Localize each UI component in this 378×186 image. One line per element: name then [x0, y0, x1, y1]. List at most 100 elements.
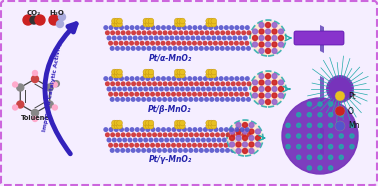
Circle shape — [146, 69, 151, 75]
Circle shape — [143, 120, 149, 126]
Circle shape — [236, 129, 241, 134]
Circle shape — [272, 93, 277, 98]
Circle shape — [191, 137, 195, 142]
Circle shape — [113, 143, 118, 148]
Circle shape — [184, 132, 189, 137]
Circle shape — [131, 30, 136, 35]
Circle shape — [163, 30, 167, 35]
Circle shape — [194, 132, 199, 137]
Circle shape — [147, 132, 152, 137]
Circle shape — [180, 86, 185, 92]
Circle shape — [182, 76, 187, 81]
Circle shape — [208, 120, 214, 126]
Circle shape — [230, 148, 235, 153]
Circle shape — [234, 92, 239, 97]
Circle shape — [328, 123, 333, 127]
Circle shape — [236, 81, 241, 86]
Circle shape — [59, 14, 65, 20]
Circle shape — [133, 86, 138, 92]
Circle shape — [194, 81, 199, 86]
Circle shape — [236, 136, 241, 140]
Circle shape — [138, 36, 143, 41]
Circle shape — [229, 129, 234, 134]
Circle shape — [199, 30, 204, 35]
Circle shape — [195, 36, 201, 41]
Circle shape — [213, 143, 218, 148]
Circle shape — [181, 92, 186, 97]
Circle shape — [318, 145, 322, 149]
Circle shape — [253, 93, 257, 98]
Circle shape — [143, 123, 149, 129]
Circle shape — [189, 81, 194, 86]
Circle shape — [227, 137, 232, 142]
Circle shape — [208, 41, 213, 46]
Circle shape — [259, 29, 264, 34]
Circle shape — [307, 155, 311, 159]
Circle shape — [259, 74, 264, 78]
Circle shape — [122, 36, 127, 41]
Circle shape — [115, 46, 120, 51]
Circle shape — [182, 25, 187, 30]
Circle shape — [318, 123, 322, 127]
Circle shape — [114, 120, 120, 126]
Circle shape — [175, 86, 180, 92]
Circle shape — [231, 132, 236, 137]
Circle shape — [168, 30, 173, 35]
Circle shape — [215, 46, 220, 51]
Circle shape — [218, 92, 223, 97]
Circle shape — [126, 81, 131, 86]
Text: H₂O: H₂O — [50, 10, 64, 16]
Circle shape — [112, 36, 117, 41]
Circle shape — [148, 120, 154, 126]
Circle shape — [239, 92, 244, 97]
Circle shape — [107, 86, 112, 92]
Circle shape — [119, 127, 124, 132]
Circle shape — [125, 46, 130, 51]
Circle shape — [253, 42, 257, 47]
Circle shape — [110, 148, 115, 153]
Circle shape — [234, 41, 239, 46]
Circle shape — [141, 97, 146, 102]
Circle shape — [169, 36, 174, 41]
Circle shape — [236, 148, 241, 153]
Circle shape — [222, 36, 227, 41]
Circle shape — [328, 166, 333, 170]
Circle shape — [187, 41, 192, 46]
Circle shape — [182, 127, 187, 132]
Circle shape — [197, 92, 202, 97]
Circle shape — [192, 127, 197, 132]
Circle shape — [177, 76, 182, 81]
Circle shape — [245, 76, 250, 81]
Circle shape — [192, 76, 197, 81]
Circle shape — [220, 81, 225, 86]
Circle shape — [243, 129, 248, 134]
Circle shape — [279, 93, 284, 98]
Circle shape — [208, 143, 213, 148]
Circle shape — [30, 16, 38, 24]
Circle shape — [204, 30, 209, 35]
Circle shape — [211, 36, 216, 41]
Circle shape — [112, 72, 117, 78]
Circle shape — [130, 76, 135, 81]
Circle shape — [110, 30, 115, 35]
Circle shape — [113, 41, 118, 46]
Circle shape — [105, 132, 110, 137]
Text: Pt/α-MnO₂: Pt/α-MnO₂ — [149, 54, 192, 62]
Circle shape — [245, 41, 249, 46]
Circle shape — [180, 36, 185, 41]
Circle shape — [173, 97, 178, 102]
Circle shape — [181, 41, 186, 46]
Circle shape — [110, 81, 115, 86]
Circle shape — [272, 29, 277, 34]
Circle shape — [282, 98, 358, 174]
Circle shape — [279, 36, 284, 41]
Circle shape — [124, 41, 129, 46]
Circle shape — [112, 21, 117, 27]
Circle shape — [131, 148, 136, 153]
Circle shape — [265, 29, 271, 34]
Circle shape — [208, 72, 214, 78]
Circle shape — [234, 127, 239, 132]
Circle shape — [148, 18, 154, 24]
Circle shape — [187, 143, 192, 148]
Circle shape — [134, 41, 139, 46]
